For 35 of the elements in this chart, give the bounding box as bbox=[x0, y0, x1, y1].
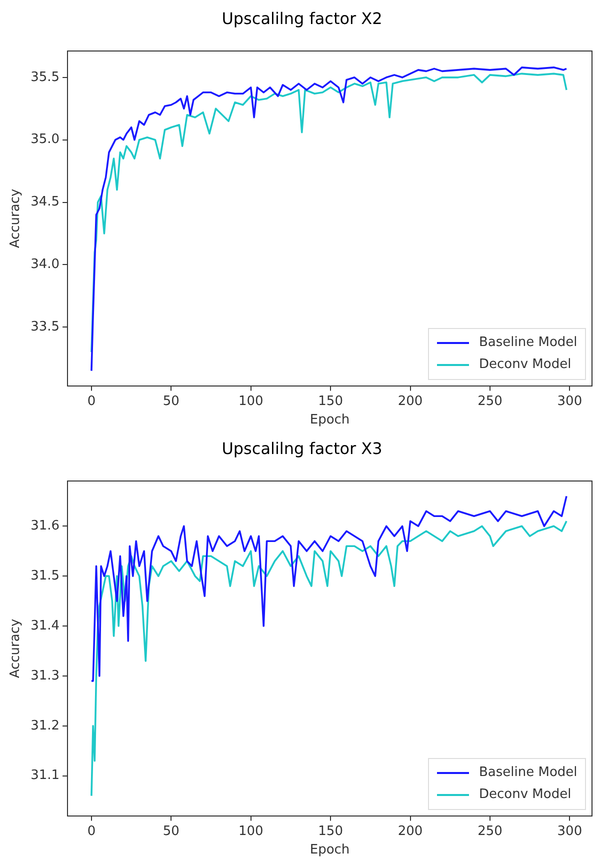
x-tick-label: 50 bbox=[162, 394, 180, 409]
y-tick-label: 31.6 bbox=[30, 518, 60, 534]
y-tick-label: 34.5 bbox=[30, 194, 60, 210]
x-tick-label: 100 bbox=[238, 394, 264, 409]
y-axis-title: Accuracy bbox=[8, 188, 24, 248]
y-tick-label: 31.5 bbox=[30, 568, 60, 584]
x-tick-label: 300 bbox=[557, 394, 582, 409]
y-tick-label: 33.5 bbox=[30, 319, 60, 334]
x-tick-label: 250 bbox=[478, 824, 502, 839]
legend-label: Deconv Model bbox=[479, 357, 572, 372]
x-tick-label: 300 bbox=[557, 824, 582, 839]
chart-title: Upscalilng factor X3 bbox=[222, 438, 382, 458]
x-tick-label: 150 bbox=[318, 394, 343, 409]
y-tick-label: 31.4 bbox=[30, 618, 60, 634]
y-tick-label: 31.2 bbox=[30, 718, 60, 734]
x-tick-label: 200 bbox=[398, 824, 423, 839]
y-tick-label: 34.0 bbox=[30, 257, 60, 272]
legend-label: Baseline Model bbox=[479, 765, 578, 780]
y-tick-label: 31.3 bbox=[30, 668, 60, 684]
legend-label: Baseline Model bbox=[479, 335, 578, 350]
x-tick-label: 0 bbox=[87, 394, 96, 409]
x-tick-label: 150 bbox=[318, 824, 343, 839]
y-tick-label: 31.1 bbox=[30, 768, 60, 784]
y-axis-title: Accuracy bbox=[8, 618, 24, 678]
y-tick-label: 35.5 bbox=[30, 70, 60, 85]
x-axis-title: Epoch bbox=[310, 412, 350, 428]
x-tick-label: 0 bbox=[87, 824, 96, 839]
x-tick-label: 50 bbox=[162, 824, 180, 839]
x-tick-label: 200 bbox=[398, 394, 423, 409]
y-tick-label: 35.0 bbox=[30, 132, 60, 148]
chart-title: Upscalilng factor X2 bbox=[222, 8, 382, 28]
legend-label: Deconv Model bbox=[479, 787, 572, 802]
x-tick-label: 250 bbox=[478, 394, 502, 409]
x-tick-label: 100 bbox=[238, 824, 264, 839]
x-axis-title: Epoch bbox=[310, 842, 350, 858]
